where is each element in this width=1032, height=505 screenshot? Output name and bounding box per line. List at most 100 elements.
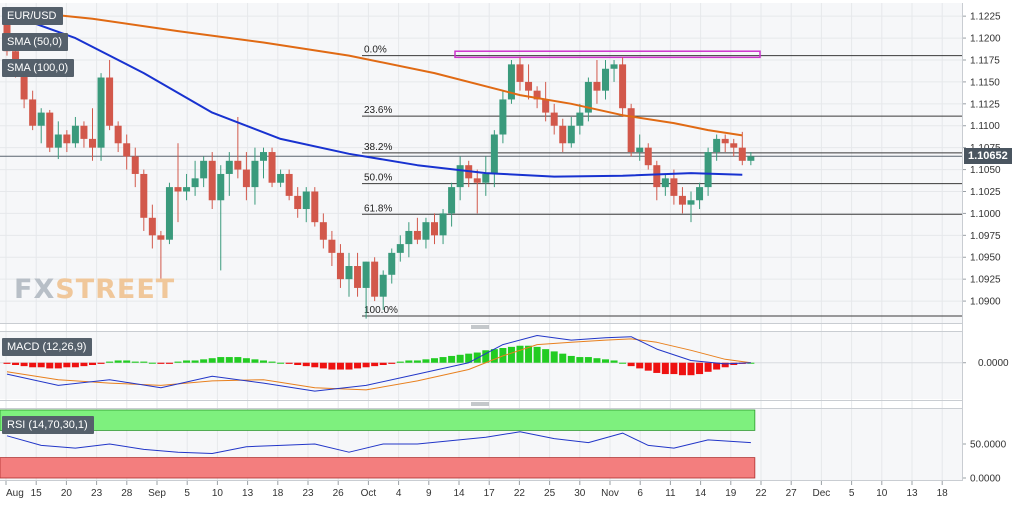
rsi-line: [6, 431, 751, 454]
y-tick-label: 1.1100: [970, 121, 1000, 132]
macd-histogram-bar: [123, 360, 131, 363]
y-tick-label: 1.0950: [970, 253, 1001, 264]
x-tick-label: 10: [212, 488, 224, 499]
macd-histogram-bar: [217, 357, 225, 363]
x-tick-label: 23: [91, 488, 103, 499]
resistance-zone: [454, 50, 761, 59]
candle-body: [713, 138, 721, 153]
candle-body: [345, 266, 353, 280]
grid: [0, 3, 962, 481]
macd-label[interactable]: MACD (12,26,9): [2, 338, 93, 356]
candle-body: [388, 252, 396, 275]
macd-histogram-bar: [345, 362, 353, 370]
macd-histogram-bar: [208, 358, 216, 363]
sma50-label[interactable]: SMA (50,0): [2, 33, 69, 51]
macd-histogram-bar: [260, 360, 267, 363]
candle-body: [687, 200, 695, 205]
panel-dividers: [0, 3, 963, 481]
macd-histogram-bar: [439, 357, 447, 363]
resize-handle-2[interactable]: [471, 402, 489, 406]
candle-body: [251, 160, 259, 188]
macd-histogram-bar: [413, 360, 421, 363]
price-panel-bg: [0, 3, 962, 323]
resize-handle-1[interactable]: [471, 325, 489, 329]
sma100-label[interactable]: SMA (100,0): [2, 59, 75, 77]
rsi-panel: [0, 409, 756, 479]
macd-histogram-bar: [200, 359, 208, 363]
candle-body: [499, 99, 507, 135]
macd-histogram-bar: [653, 362, 661, 373]
macd-histogram-bar: [183, 360, 191, 363]
macd-histogram-bar: [268, 361, 276, 363]
candle-body: [550, 112, 558, 126]
y-tick-label: 1.1200: [970, 34, 1001, 45]
macd-histogram-bar: [550, 351, 558, 363]
x-tick-label: 27: [786, 488, 798, 499]
macd-histogram-bar: [525, 345, 533, 363]
macd-y-tick-label: 0.0000: [978, 358, 1009, 369]
candle-body: [97, 77, 105, 148]
candle-body: [294, 195, 302, 210]
candlesticks: [3, 10, 755, 319]
macd-histogram-bar: [533, 346, 541, 363]
macd-histogram-bar: [371, 362, 379, 367]
fib-level-label: 38.2%: [364, 142, 392, 153]
macd-histogram-bar: [610, 360, 618, 363]
candle-body: [362, 261, 370, 288]
macd-histogram-bar: [302, 362, 310, 367]
macd-histogram-bar: [670, 362, 678, 375]
macd-histogram-bar: [157, 362, 165, 364]
candle-body: [89, 138, 96, 148]
macd-histogram-bar: [3, 362, 11, 364]
candle-body: [396, 244, 404, 253]
candle-body: [71, 125, 79, 144]
candle-body: [217, 173, 225, 201]
fib-level-label: 100.0%: [364, 305, 398, 316]
macd-histogram-bar: [165, 362, 173, 364]
symbol-label[interactable]: EUR/USD: [2, 7, 63, 25]
macd-histogram-bar: [396, 361, 404, 363]
macd-histogram-bar: [225, 357, 233, 363]
candle-body: [730, 143, 738, 148]
x-tick-label: Dec: [813, 488, 831, 499]
x-tick-label: 9: [426, 488, 432, 499]
candle-body: [636, 147, 644, 153]
candle-body: [225, 160, 233, 174]
fxstreet-logo: FXSTREET: [14, 274, 175, 305]
candle-body: [456, 165, 464, 188]
macd-histogram-bar: [422, 359, 430, 363]
candle-body: [627, 108, 635, 153]
candle-body: [431, 222, 438, 236]
candle-body: [268, 152, 276, 183]
candle-body: [183, 187, 191, 192]
rsi-label[interactable]: RSI (14,70,30,1): [2, 416, 94, 434]
fib-level-label: 0.0%: [364, 45, 387, 56]
rsi-y-tick-label: 50.0000: [970, 440, 1007, 451]
y-tick-label: 1.0925: [970, 275, 1001, 286]
x-tick-label: 30: [574, 488, 586, 499]
macd-histogram-bar: [559, 353, 567, 363]
candle-body: [525, 81, 533, 91]
fib-level-label: 23.6%: [364, 105, 392, 116]
candle-body: [473, 178, 481, 183]
macd-histogram-bar: [328, 362, 336, 370]
candle-body: [704, 152, 712, 188]
macd-histogram-bar: [456, 354, 464, 363]
candle-body: [148, 217, 156, 236]
macd-histogram-bar: [277, 362, 285, 364]
macd-histogram-bar: [242, 358, 250, 363]
candle-body: [747, 156, 755, 161]
macd-histogram-bar: [687, 362, 695, 376]
candle-body: [490, 134, 498, 174]
macd-histogram-bar: [584, 357, 592, 363]
macd-histogram-bar: [29, 362, 37, 368]
macd-histogram-bar: [71, 362, 79, 368]
candle-body: [46, 112, 54, 148]
macd-histogram-bar: [234, 357, 242, 363]
candle-body: [20, 73, 28, 100]
x-tick-label: 25: [544, 488, 556, 499]
macd-histogram-bar: [644, 362, 652, 371]
macd-histogram-bar: [140, 361, 148, 363]
x-tick-label: 22: [755, 488, 767, 499]
